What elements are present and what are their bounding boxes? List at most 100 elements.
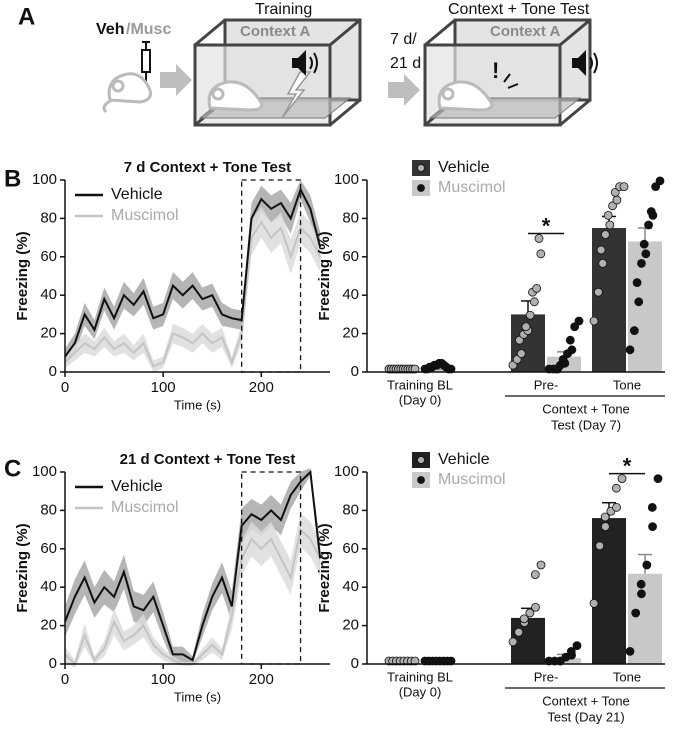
x-tick-label: 0 bbox=[61, 671, 69, 688]
data-point bbox=[410, 656, 420, 666]
x-axis-label: Time (s) bbox=[174, 689, 221, 704]
data-point bbox=[642, 560, 652, 570]
data-point bbox=[565, 335, 575, 345]
y-axis-label: Freezing (%) bbox=[14, 231, 31, 320]
veh-label: Veh bbox=[96, 21, 124, 38]
data-point bbox=[605, 220, 615, 230]
y-tick-label: 80 bbox=[40, 501, 57, 518]
chart-title: 21 d Context + Tone Test bbox=[120, 451, 296, 468]
legend-label: Muscimol bbox=[438, 471, 506, 488]
y-tick-label: 60 bbox=[342, 540, 359, 557]
y-tick-label: 20 bbox=[342, 617, 359, 634]
day-label: (Day 0) bbox=[399, 392, 442, 407]
y-tick-label: 0 bbox=[49, 363, 57, 380]
data-point bbox=[644, 220, 653, 230]
y-tick-label: 60 bbox=[40, 248, 57, 265]
legend-label: Vehicle bbox=[111, 478, 163, 495]
context-label: Context A bbox=[240, 23, 310, 40]
arrow bbox=[160, 64, 192, 96]
data-point bbox=[632, 278, 642, 288]
musc-label: /Musc bbox=[126, 21, 171, 38]
x-tick-label: Pre- bbox=[534, 377, 559, 392]
legend-label: Muscimol bbox=[438, 179, 506, 196]
panel-label: A bbox=[18, 3, 35, 30]
y-tick-label: 40 bbox=[342, 578, 359, 595]
day-label: (Day 0) bbox=[399, 684, 442, 699]
data-point bbox=[589, 316, 599, 326]
group-label: Test (Day 21) bbox=[547, 709, 624, 724]
data-point bbox=[519, 614, 529, 624]
data-point bbox=[530, 570, 540, 579]
data-point bbox=[531, 602, 540, 612]
panel-label: B bbox=[4, 165, 21, 192]
legend-label: Vehicle bbox=[438, 451, 490, 468]
data-point bbox=[637, 589, 646, 599]
data-point bbox=[446, 364, 456, 374]
y-tick-label: 80 bbox=[342, 501, 359, 518]
data-point bbox=[595, 541, 605, 551]
test-label: Context + Tone Test bbox=[448, 1, 590, 18]
legend-label: Muscimol bbox=[111, 499, 179, 516]
x-tick-label: Training BL bbox=[387, 669, 453, 684]
speaker bbox=[292, 50, 318, 76]
data-point bbox=[558, 354, 568, 364]
data-point bbox=[631, 608, 641, 618]
data-point bbox=[596, 245, 606, 255]
arrow bbox=[388, 74, 420, 106]
y-tick-label: 40 bbox=[40, 578, 57, 595]
data-point bbox=[617, 474, 627, 484]
x-tick-label: 200 bbox=[249, 379, 274, 396]
data-point bbox=[574, 316, 584, 326]
x-tick-label: 0 bbox=[61, 379, 69, 396]
alert: ! bbox=[492, 58, 499, 83]
data-point bbox=[516, 349, 526, 359]
x-tick-label: Tone bbox=[613, 377, 641, 392]
y-tick-label: 100 bbox=[32, 171, 57, 188]
bar bbox=[421, 370, 455, 372]
mouse bbox=[102, 72, 152, 114]
data-point bbox=[446, 656, 456, 666]
data-point bbox=[636, 579, 646, 589]
line bbox=[64, 187, 322, 358]
data-point bbox=[529, 297, 539, 307]
data-point bbox=[603, 210, 613, 220]
data-point bbox=[572, 641, 582, 651]
x-tick-label: Pre- bbox=[534, 669, 559, 684]
shock bbox=[281, 71, 312, 119]
data-point bbox=[619, 182, 629, 192]
data-point bbox=[525, 608, 535, 618]
legend-dot bbox=[417, 456, 425, 464]
y-tick-label: 0 bbox=[351, 363, 359, 380]
bar bbox=[592, 518, 626, 664]
x-tick-label: 200 bbox=[249, 671, 274, 688]
legend-dot bbox=[417, 184, 425, 192]
data-point bbox=[536, 560, 546, 570]
x-axis-label: Time (s) bbox=[174, 397, 221, 412]
data-point bbox=[611, 483, 621, 493]
x-tick-label: Training BL bbox=[387, 377, 453, 392]
y-tick-label: 40 bbox=[342, 286, 359, 303]
x-tick-label: 100 bbox=[151, 671, 176, 688]
data-point bbox=[532, 283, 542, 293]
y-tick-label: 80 bbox=[40, 209, 57, 226]
y-tick-label: 80 bbox=[342, 209, 359, 226]
data-point bbox=[593, 287, 603, 297]
data-point bbox=[625, 345, 635, 355]
panel-a: A Veh /Musc Training Context A 7 d/ 21 d bbox=[18, 1, 598, 127]
data-point bbox=[534, 234, 544, 243]
y-tick-label: 0 bbox=[49, 655, 57, 672]
y-tick-label: 60 bbox=[342, 248, 359, 265]
error-band bbox=[65, 512, 321, 668]
data-point bbox=[647, 502, 657, 512]
x-tick-label: 100 bbox=[151, 379, 176, 396]
chart-title: 7 d Context + Tone Test bbox=[124, 159, 291, 176]
data-point bbox=[567, 345, 577, 355]
data-point bbox=[655, 176, 665, 186]
significance-label: * bbox=[542, 213, 551, 238]
mouse bbox=[437, 80, 494, 112]
data-point bbox=[598, 258, 608, 268]
y-axis-label: Freezing (%) bbox=[316, 523, 333, 612]
y-axis-label: Freezing (%) bbox=[14, 523, 31, 612]
y-tick-label: 20 bbox=[40, 617, 57, 634]
data-point bbox=[566, 647, 576, 656]
